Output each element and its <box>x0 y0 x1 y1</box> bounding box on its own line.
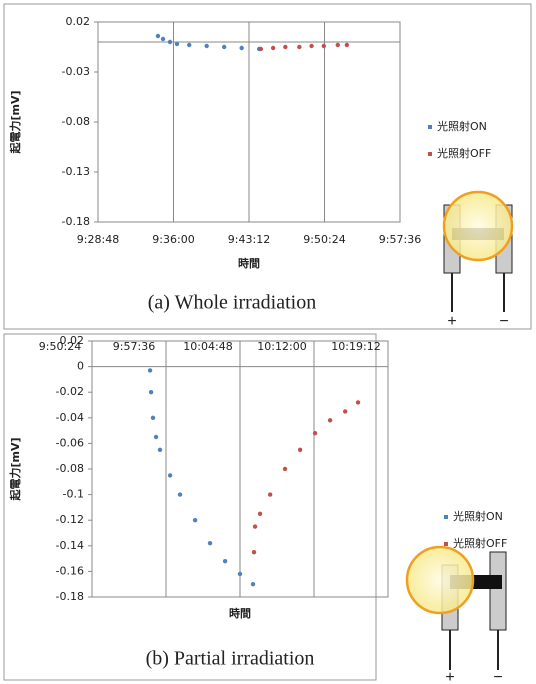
electrode-label: + <box>445 669 454 684</box>
x-tick-label: 10:19:12 <box>331 340 380 353</box>
data-point <box>205 44 209 48</box>
x-tick-label: 9:57:36 <box>379 233 421 246</box>
y-tick-label: -0.02 <box>56 385 84 398</box>
data-point <box>156 34 160 38</box>
x-tick-label: 9:50:24 <box>39 340 81 353</box>
x-tick-label: 9:36:00 <box>152 233 194 246</box>
data-point <box>253 524 257 528</box>
data-point <box>309 44 313 48</box>
data-point <box>161 37 165 41</box>
y-axis-label: 起電力[mV] <box>8 437 22 501</box>
data-point <box>268 492 272 496</box>
y-tick-label: -0.06 <box>56 436 84 449</box>
data-point <box>252 550 256 554</box>
y-tick-label: -0.03 <box>62 65 90 78</box>
data-point <box>259 47 263 51</box>
data-point <box>223 559 227 563</box>
data-point <box>193 518 197 522</box>
x-axis-label: 時間 <box>238 256 260 270</box>
diagram-b <box>407 547 506 670</box>
legend-swatch <box>428 125 432 129</box>
legend-label: 光照射OFF <box>453 536 507 550</box>
page: {"chart_data": [ {"type": "scatter", "y_… <box>0 0 536 684</box>
diagram-a <box>444 192 512 312</box>
data-point <box>238 572 242 576</box>
data-point <box>149 390 153 394</box>
legend-swatch <box>444 542 448 546</box>
data-point <box>343 409 347 413</box>
data-point <box>313 431 317 435</box>
data-point <box>208 541 212 545</box>
data-point <box>148 368 152 372</box>
data-point <box>222 45 226 49</box>
data-point <box>345 43 349 47</box>
data-point <box>168 473 172 477</box>
data-point <box>168 40 172 44</box>
data-point <box>258 512 262 516</box>
x-tick-label: 9:43:12 <box>228 233 270 246</box>
y-tick-label: -0.08 <box>62 115 90 128</box>
y-tick-label: -0.18 <box>56 590 84 603</box>
data-point <box>322 44 326 48</box>
data-point <box>283 467 287 471</box>
legend-label: 光照射OFF <box>437 146 491 160</box>
x-tick-label: 9:28:48 <box>77 233 119 246</box>
data-point <box>239 46 243 50</box>
data-point <box>356 400 360 404</box>
x-tick-label: 9:50:24 <box>303 233 345 246</box>
data-point <box>187 43 191 47</box>
x-axis-label: 時間 <box>229 606 251 620</box>
y-axis-label: 起電力[mV] <box>8 90 22 154</box>
electrode-label: − <box>499 313 508 330</box>
data-point <box>251 582 255 586</box>
data-point <box>298 448 302 452</box>
y-tick-label: -0.18 <box>62 215 90 228</box>
electrode-label: − <box>493 669 502 684</box>
data-point <box>158 448 162 452</box>
x-tick-label: 9:57:36 <box>113 340 155 353</box>
data-point <box>175 42 179 46</box>
data-point <box>271 46 275 50</box>
figure: 0.02 -0.03 -0.08 -0.13 -0.18 9:28:48 9:36:00 9:… <box>0 0 536 684</box>
data-point <box>336 43 340 47</box>
electrode-label: + <box>447 313 456 330</box>
y-tick-label: -0.04 <box>56 411 84 424</box>
data-point <box>178 492 182 496</box>
data-point <box>297 45 301 49</box>
y-tick-label: -0.16 <box>56 564 84 577</box>
y-tick-label: -0.1 <box>63 488 84 501</box>
y-tick-label: -0.12 <box>56 513 84 526</box>
legend-swatch <box>428 152 432 156</box>
y-tick-label: -0.14 <box>56 539 84 552</box>
legend-swatch <box>444 515 448 519</box>
x-tick-label: 10:12:00 <box>257 340 306 353</box>
y-tick-label: -0.13 <box>62 165 90 178</box>
data-point <box>154 435 158 439</box>
y-tick-label: -0.08 <box>56 462 84 475</box>
caption: (b) Partial irradiation <box>146 648 315 670</box>
y-tick-label: 0.02 <box>66 15 91 28</box>
legend-label: 光照射ON <box>453 509 503 523</box>
y-tick-label: 0 <box>77 360 84 373</box>
caption: (a) Whole irradiation <box>148 292 316 314</box>
legend-label: 光照射ON <box>437 119 487 133</box>
data-point <box>151 416 155 420</box>
data-point <box>328 418 332 422</box>
data-point <box>283 45 287 49</box>
x-tick-label: 10:04:48 <box>183 340 232 353</box>
